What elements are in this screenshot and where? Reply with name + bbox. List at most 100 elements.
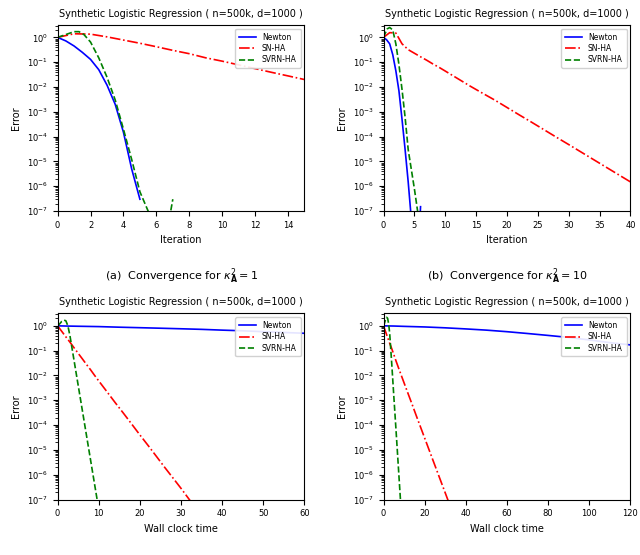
SVRN-HA (392, 41, 400, 47)
Newton (239, 327, 246, 334)
SN-HA (144, 442, 152, 449)
SN-HA (417, 424, 424, 431)
SVRN-HA (152, 225, 160, 232)
SVRN-HA (79, 407, 86, 413)
Newton (136, 324, 144, 331)
Legend: Newton, SN-HA, SVRN-HA: Newton, SN-HA, SVRN-HA (236, 29, 301, 68)
SN-HA (86, 31, 94, 38)
SVRN-HA (380, 34, 387, 41)
Line: Newton: Newton (383, 326, 630, 345)
SVRN-HA (423, 248, 431, 254)
SN-HA (404, 46, 412, 53)
SN-HA (79, 355, 86, 362)
Line: SN-HA: SN-HA (383, 33, 630, 182)
SN-HA (589, 156, 597, 163)
SN-HA (62, 334, 70, 340)
Newton (544, 332, 552, 339)
Newton (177, 325, 185, 332)
SN-HA (301, 76, 308, 83)
Newton (413, 267, 421, 274)
Line: SN-HA: SN-HA (58, 34, 305, 79)
SVRN-HA (454, 347, 461, 354)
SN-HA (103, 33, 111, 40)
Newton (380, 322, 387, 329)
SN-HA (74, 350, 82, 357)
SN-HA (202, 517, 209, 524)
SN-HA (429, 457, 436, 463)
Line: Newton: Newton (58, 326, 305, 334)
SN-HA (152, 43, 160, 50)
X-axis label: Iteration: Iteration (486, 235, 528, 245)
SVRN-HA (386, 24, 394, 31)
Line: SVRN-HA: SVRN-HA (58, 320, 181, 555)
SN-HA (386, 340, 394, 346)
Line: SVRN-HA: SVRN-HA (383, 28, 470, 370)
Newton (524, 330, 531, 337)
SVRN-HA (466, 275, 474, 281)
SVRN-HA (417, 228, 424, 235)
SN-HA (380, 34, 387, 41)
Newton (380, 34, 387, 41)
SN-HA (136, 432, 144, 438)
SVRN-HA (103, 74, 111, 80)
Newton (390, 322, 397, 329)
SVRN-HA (435, 287, 443, 294)
Newton (404, 179, 412, 185)
SN-HA (390, 351, 397, 358)
SN-HA (404, 391, 412, 397)
Newton (389, 52, 397, 58)
SN-HA (413, 413, 420, 420)
SN-HA (396, 369, 404, 375)
Newton (86, 56, 94, 63)
SN-HA (58, 328, 65, 335)
Title: Synthetic Logistic Regression ( n=500k, d=1000 ): Synthetic Logistic Regression ( n=500k, … (385, 297, 629, 307)
SN-HA (577, 149, 585, 155)
SN-HA (83, 361, 90, 367)
SN-HA (161, 464, 168, 471)
Y-axis label: Error: Error (337, 106, 347, 130)
SN-HA (103, 388, 111, 395)
SN-HA (54, 322, 61, 329)
SN-HA (528, 119, 536, 125)
X-axis label: Wall clock time: Wall clock time (470, 524, 544, 534)
SVRN-HA (86, 39, 94, 46)
SN-HA (392, 357, 400, 364)
Line: SVRN-HA: SVRN-HA (58, 32, 173, 246)
Y-axis label: Error: Error (12, 106, 21, 130)
SN-HA (381, 329, 389, 335)
Newton (62, 322, 70, 329)
SN-HA (235, 62, 243, 68)
SN-HA (400, 380, 408, 386)
SVRN-HA (381, 29, 389, 36)
SN-HA (210, 528, 218, 534)
SVRN-HA (83, 432, 90, 438)
SVRN-HA (54, 322, 61, 329)
Line: SN-HA: SN-HA (58, 326, 280, 555)
SN-HA (252, 65, 259, 72)
SN-HA (515, 112, 523, 118)
Title: Synthetic Logistic Regression ( n=500k, d=1000 ): Synthetic Logistic Regression ( n=500k, … (59, 297, 303, 307)
Newton (483, 327, 490, 334)
Legend: Newton, SN-HA, SVRN-HA: Newton, SN-HA, SVRN-HA (236, 317, 301, 356)
Legend: Newton, SN-HA, SVRN-HA: Newton, SN-HA, SVRN-HA (561, 29, 627, 68)
SN-HA (627, 179, 634, 185)
SN-HA (479, 90, 486, 97)
SVRN-HA (169, 196, 177, 203)
SVRN-HA (401, 114, 409, 120)
Newton (383, 37, 390, 43)
SN-HA (194, 507, 202, 513)
SN-HA (70, 345, 78, 351)
Newton (421, 324, 429, 330)
SVRN-HA (56, 321, 63, 327)
Newton (398, 116, 406, 123)
SN-HA (408, 402, 416, 408)
SVRN-HA (385, 321, 392, 327)
SN-HA (268, 69, 275, 75)
SVRN-HA (398, 86, 406, 93)
SN-HA (421, 435, 429, 441)
Newton (565, 334, 573, 341)
SN-HA (398, 41, 406, 47)
Text: (a)  Convergence for $\kappa_{\mathbf{A}}^2 = 1$: (a) Convergence for $\kappa_{\mathbf{A}}… (104, 267, 257, 286)
Newton (128, 165, 136, 172)
SN-HA (454, 75, 461, 82)
